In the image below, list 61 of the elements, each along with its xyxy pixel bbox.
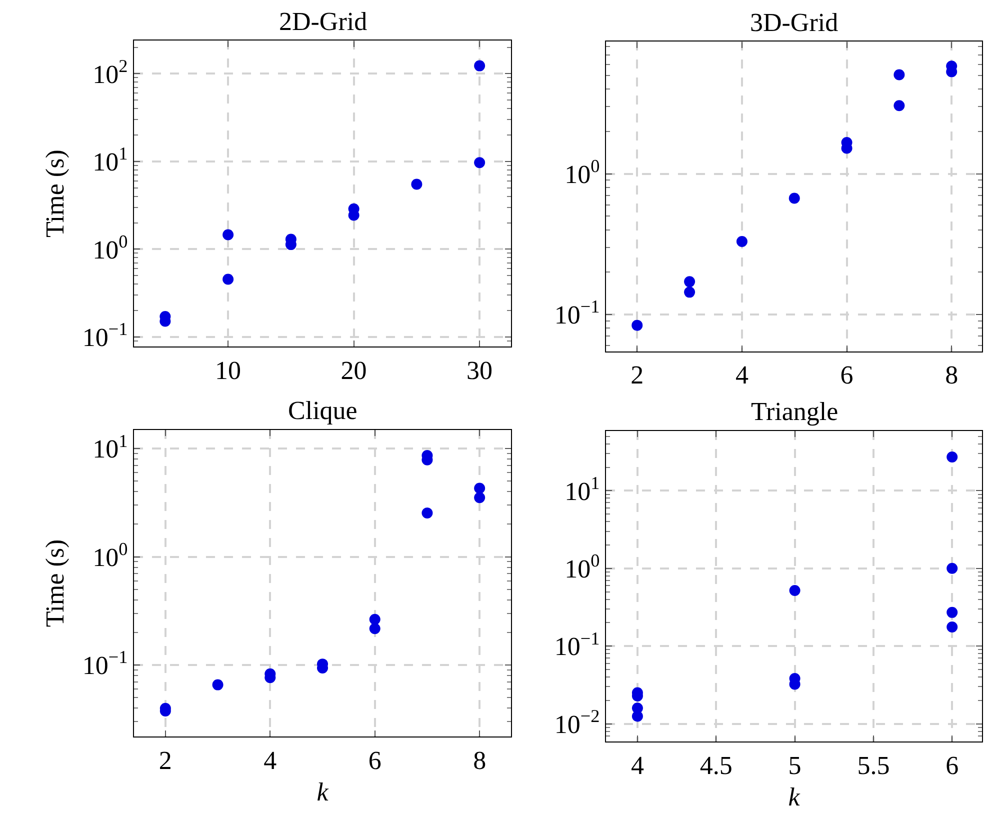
point — [684, 286, 696, 298]
x-tick-label: 4 — [630, 750, 644, 780]
point — [894, 69, 905, 80]
x-axis-title: k — [316, 778, 329, 807]
x-tick-label: 8 — [945, 360, 958, 390]
chart-title: 2D-Grid — [279, 7, 368, 36]
point — [684, 276, 696, 288]
point — [632, 320, 643, 331]
x-tick-label: 20 — [340, 356, 367, 385]
x-tick-label: 6 — [840, 360, 854, 390]
y-tick-label: 10$^{−2}$ — [554, 706, 600, 739]
point — [411, 178, 422, 190]
point — [788, 192, 800, 204]
y-tick-label: 10$^{2}$ — [92, 56, 128, 89]
x-tick-label: 4.5 — [700, 750, 732, 780]
x-tick-label: 5.5 — [857, 750, 890, 780]
point — [369, 623, 380, 634]
point — [369, 614, 380, 625]
point — [736, 236, 748, 248]
point — [422, 507, 433, 518]
point — [222, 274, 234, 285]
y-tick-label: 10$^{−1}$ — [554, 296, 600, 330]
x-tick-label: 4 — [264, 746, 277, 775]
point — [946, 622, 958, 632]
y-tick-label: 10$^{1}$ — [92, 144, 128, 177]
point — [474, 60, 486, 72]
point — [632, 710, 643, 722]
y-tick-label: 10$^{−1}$ — [554, 628, 600, 662]
y-tick-label: 10$^{0}$ — [564, 156, 600, 189]
x-tick-label: 6 — [368, 746, 382, 775]
x-tick-label: 5 — [788, 750, 802, 780]
y-tick-label: 10$^{0}$ — [564, 550, 600, 584]
chart-title: 3D-Grid — [750, 8, 838, 37]
y-tick-label: 10$^{−1}$ — [82, 647, 128, 680]
point — [474, 482, 486, 494]
chart-title: Triangle — [751, 397, 838, 426]
y-axis-title: Time (s) — [40, 539, 70, 628]
y-tick-label: 10$^{1}$ — [92, 430, 128, 464]
x-tick-label: 2 — [630, 360, 644, 390]
point — [474, 492, 486, 504]
chart-title: Clique — [288, 396, 358, 425]
point — [946, 451, 958, 462]
y-tick-label: 10$^{−1}$ — [82, 319, 128, 352]
x-axis-title: k — [788, 782, 800, 812]
x-tick-label: 6 — [946, 750, 959, 780]
x-tick-label: 30 — [466, 356, 493, 385]
point — [894, 100, 905, 112]
x-tick-label: 2 — [158, 746, 172, 775]
y-tick-label: 10$^{1}$ — [564, 472, 600, 506]
y-tick-label: 10$^{0}$ — [92, 538, 128, 572]
x-tick-label: 8 — [473, 746, 486, 775]
y-tick-label: 10$^{0}$ — [92, 231, 128, 264]
x-tick-label: 10 — [215, 356, 242, 385]
point — [212, 679, 224, 690]
point — [474, 157, 486, 168]
point — [946, 562, 958, 574]
point — [946, 606, 958, 618]
y-axis-title: Time (s) — [40, 150, 70, 238]
x-tick-label: 4 — [735, 360, 748, 390]
point — [222, 229, 234, 240]
point — [789, 585, 800, 596]
